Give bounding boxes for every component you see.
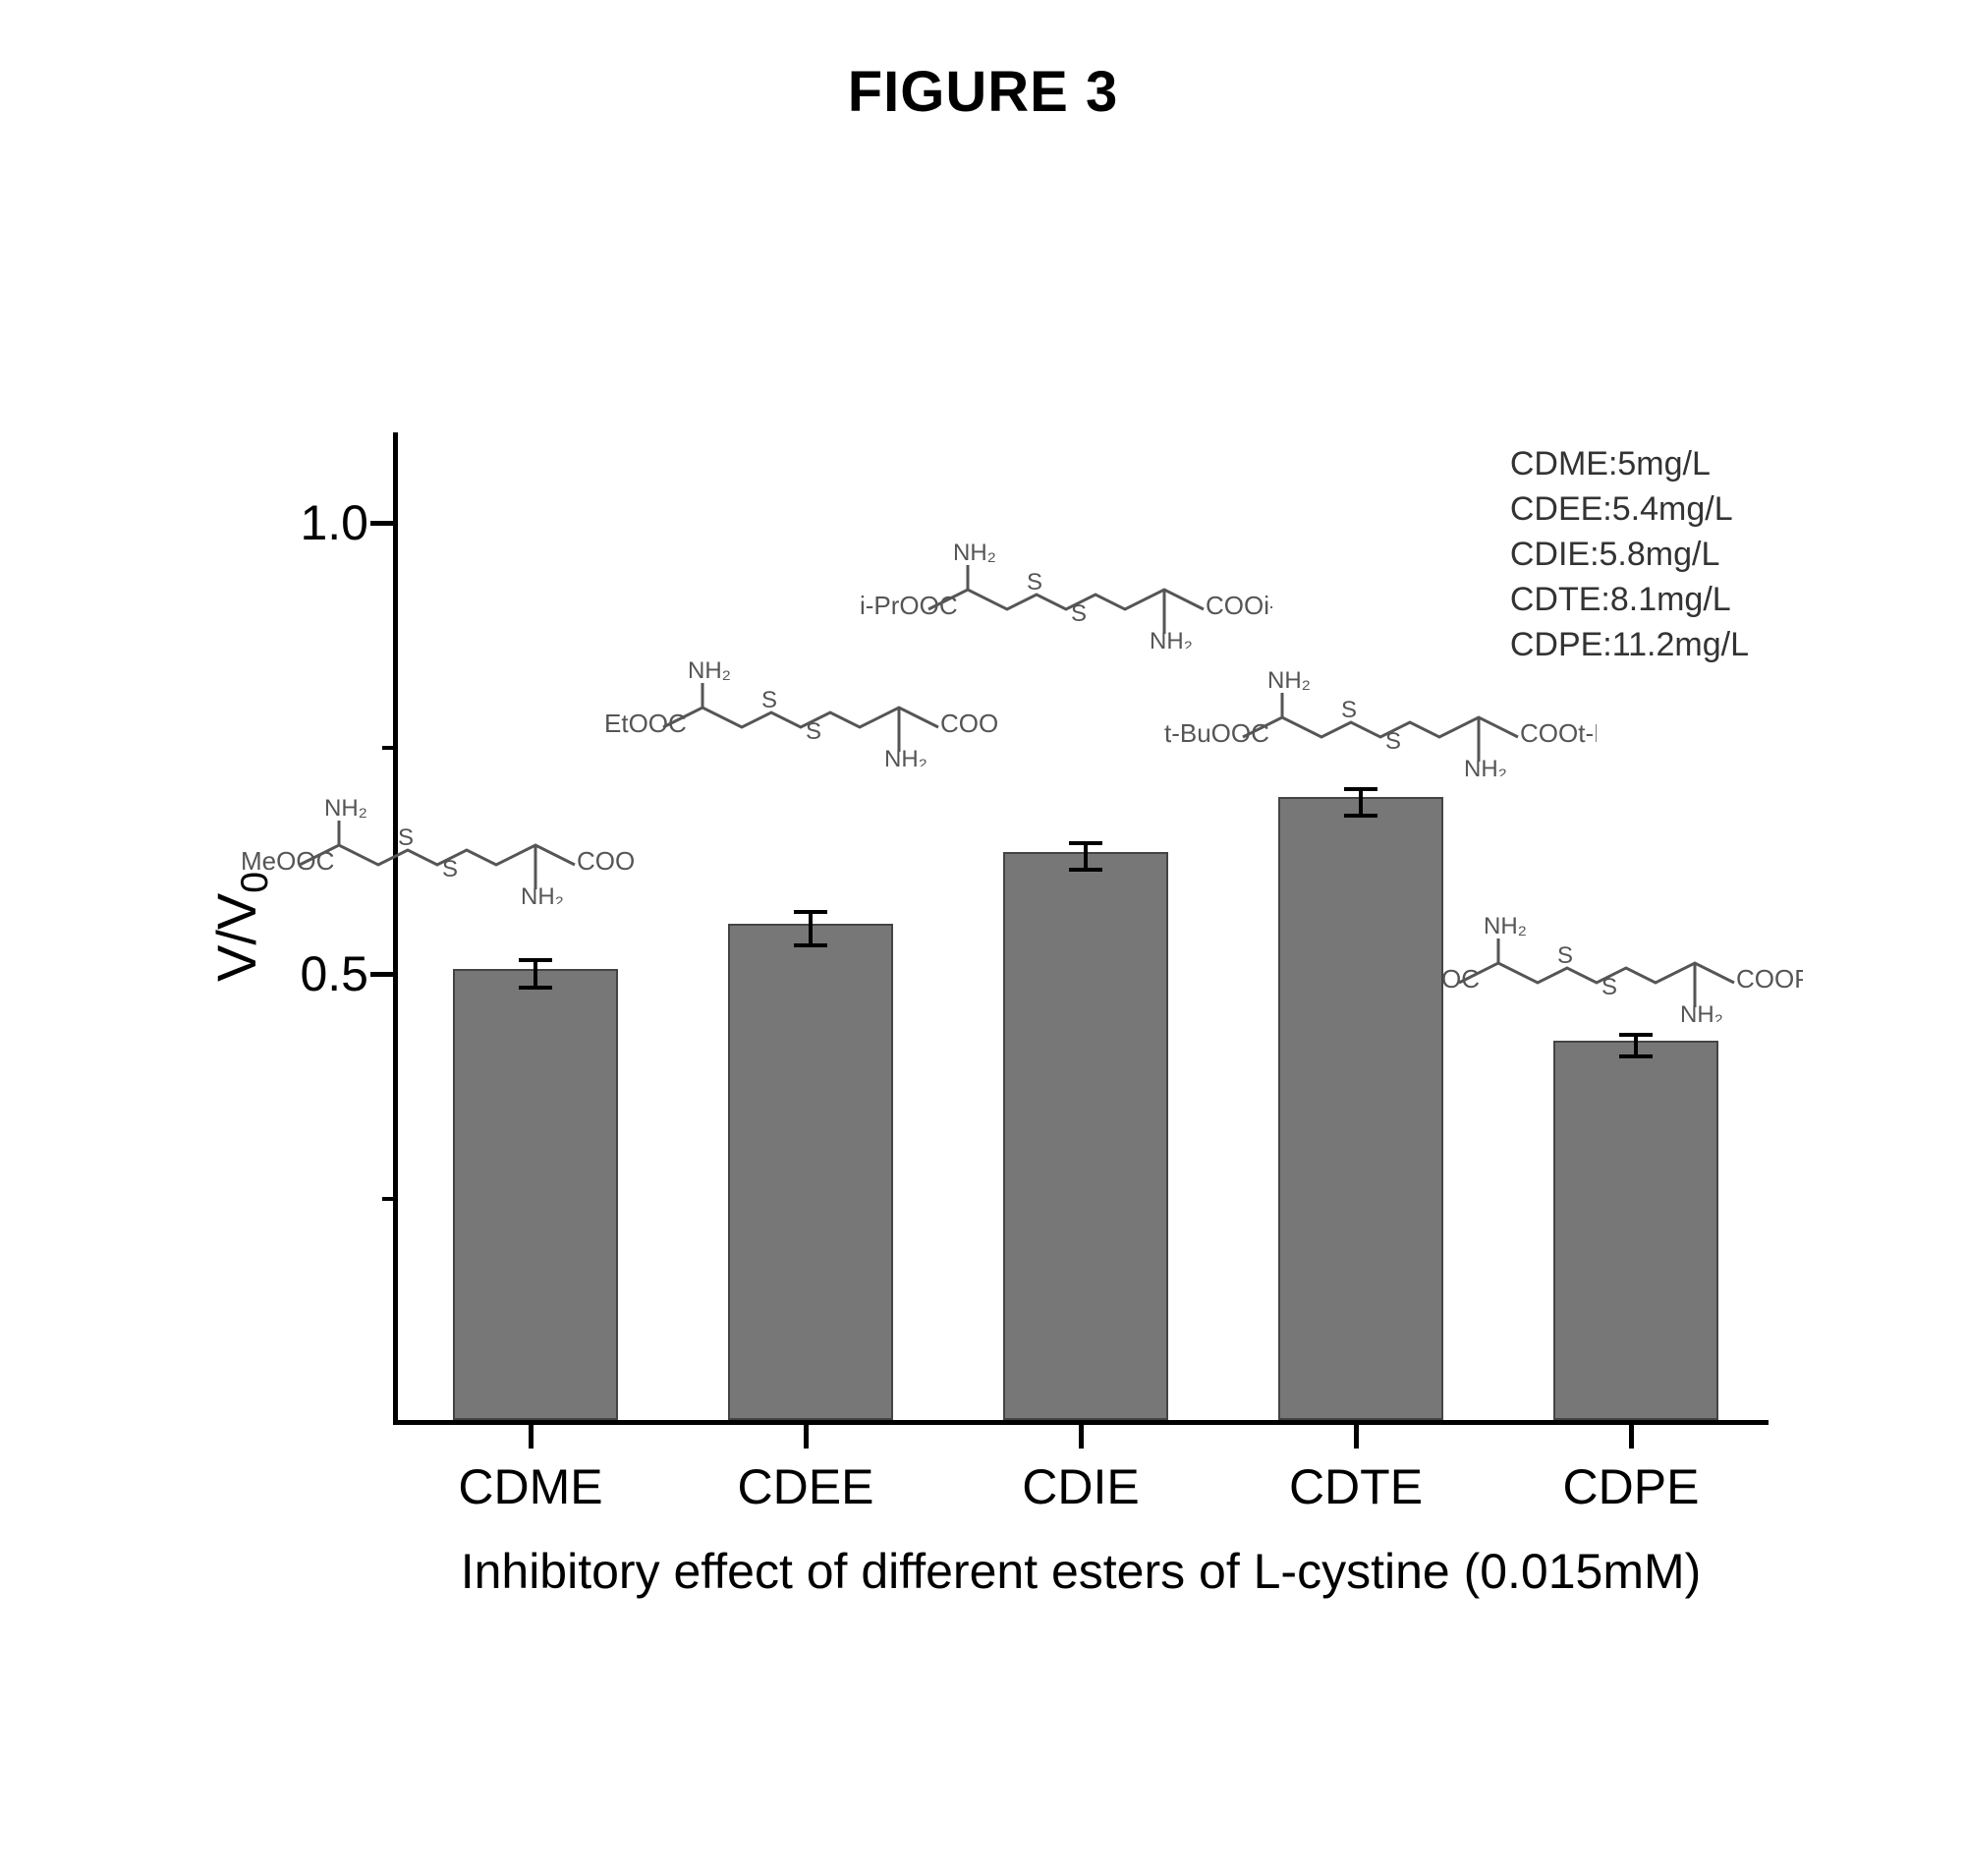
error-bar: [1359, 789, 1363, 817]
x-tick-label: CDTE: [1289, 1458, 1423, 1515]
y-tick-minor: [382, 746, 398, 750]
error-bar: [809, 912, 813, 944]
legend-line: CDME:5mg/L: [1510, 442, 1749, 487]
error-cap: [1619, 1054, 1653, 1058]
error-cap: [794, 910, 827, 914]
x-tick: [1079, 1425, 1084, 1449]
bar-cdee: [728, 924, 893, 1420]
error-bar: [534, 960, 537, 988]
svg-text:S: S: [1071, 600, 1087, 627]
error-cap: [1069, 841, 1102, 845]
figure-title: FIGURE 3: [0, 59, 1966, 125]
x-tick-label: CDEE: [738, 1458, 874, 1515]
svg-text:COOEt: COOEt: [940, 709, 997, 738]
legend-line: CDEE:5.4mg/L: [1510, 487, 1749, 533]
bar-cdpe: [1553, 1041, 1718, 1420]
legend-line: CDPE:11.2mg/L: [1510, 623, 1749, 668]
svg-text:COOPh: COOPh: [1736, 964, 1803, 994]
svg-text:NH₂: NH₂: [953, 540, 996, 566]
error-cap: [1619, 1033, 1653, 1037]
svg-text:S: S: [1601, 974, 1617, 1000]
x-tick: [1354, 1425, 1359, 1449]
bar-cdie: [1003, 852, 1168, 1420]
error-cap: [519, 986, 552, 990]
svg-text:S: S: [761, 687, 777, 713]
svg-text:S: S: [806, 718, 821, 745]
bar-cdte: [1278, 797, 1443, 1420]
chem-structure-cdme: MeOOC COOMe NH₂ NH₂ S S: [241, 796, 634, 904]
x-axis-label: Inhibitory effect of different esters of…: [461, 1543, 1702, 1600]
chart-container: CDME:5mg/L CDEE:5.4mg/L CDIE:5.8mg/L CDT…: [216, 432, 1808, 1563]
svg-text:COOMe: COOMe: [577, 846, 634, 876]
y-axis-label: V/V0: [204, 871, 277, 981]
svg-text:NH₂: NH₂: [1680, 1001, 1723, 1022]
svg-text:COOi-Pr: COOi-Pr: [1206, 591, 1272, 620]
svg-text:NH₂: NH₂: [688, 658, 731, 684]
x-tick: [1629, 1425, 1634, 1449]
chem-structure-cdte: t-BuOOC COOt-Bu NH₂ NH₂ S S: [1164, 668, 1597, 776]
svg-text:NH₂: NH₂: [884, 746, 927, 767]
x-tick: [804, 1425, 809, 1449]
legend-line: CDTE:8.1mg/L: [1510, 578, 1749, 623]
y-tick-major: [370, 972, 398, 977]
svg-text:NH₂: NH₂: [521, 883, 564, 904]
plot-area: CDME:5mg/L CDEE:5.4mg/L CDIE:5.8mg/L CDT…: [393, 432, 1769, 1425]
svg-text:NH₂: NH₂: [1484, 914, 1527, 939]
svg-text:S: S: [442, 856, 458, 882]
x-tick-label: CDPE: [1563, 1458, 1700, 1515]
legend-line: CDIE:5.8mg/L: [1510, 533, 1749, 578]
svg-text:t-BuOOC: t-BuOOC: [1164, 718, 1269, 748]
svg-text:NH₂: NH₂: [1464, 756, 1507, 776]
chem-structure-cdpe: PhOOC COOPh NH₂ NH₂ S S: [1390, 914, 1803, 1022]
svg-text:EtOOC: EtOOC: [604, 709, 687, 738]
error-cap: [794, 943, 827, 947]
svg-text:S: S: [1341, 697, 1357, 723]
svg-text:NH₂: NH₂: [1267, 668, 1311, 694]
svg-text:i-PrOOC: i-PrOOC: [860, 591, 958, 620]
error-bar: [1084, 843, 1088, 871]
x-tick-label: CDME: [458, 1458, 602, 1515]
svg-text:COOt-Bu: COOt-Bu: [1520, 718, 1597, 748]
svg-text:S: S: [398, 824, 414, 851]
error-cap: [1069, 868, 1102, 872]
y-tick-minor: [382, 1197, 398, 1201]
error-cap: [519, 958, 552, 962]
x-tick: [529, 1425, 534, 1449]
svg-text:NH₂: NH₂: [324, 796, 367, 822]
svg-text:NH₂: NH₂: [1150, 628, 1193, 649]
svg-text:S: S: [1385, 728, 1401, 755]
y-tick-label: 0.5: [270, 945, 368, 1002]
chem-structure-cdee: EtOOC COOEt NH₂ NH₂ S S: [604, 658, 997, 767]
chem-structure-cdie: i-PrOOC COOi-Pr NH₂ NH₂ S S: [860, 540, 1272, 649]
concentration-legend: CDME:5mg/L CDEE:5.4mg/L CDIE:5.8mg/L CDT…: [1510, 442, 1749, 667]
bar-cdme: [453, 969, 618, 1420]
svg-text:S: S: [1557, 942, 1573, 969]
y-tick-label: 1.0: [270, 494, 368, 551]
error-cap: [1344, 814, 1377, 818]
error-cap: [1344, 787, 1377, 791]
y-tick-major: [370, 521, 398, 526]
x-tick-label: CDIE: [1022, 1458, 1139, 1515]
svg-text:S: S: [1027, 569, 1042, 596]
error-bar: [1634, 1035, 1638, 1056]
